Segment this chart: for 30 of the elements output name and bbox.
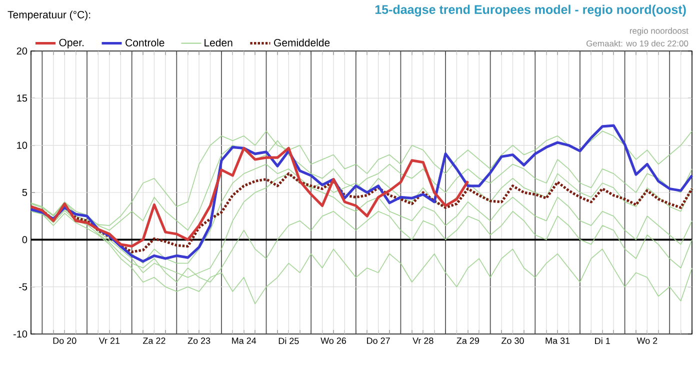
y-tick-label: 10 [17,142,28,149]
x-tick-label: Do 27 [367,338,390,344]
x-tick-label: Zo 30 [502,338,524,344]
y-tick-label: 5 [22,189,28,196]
legend-label: Controle [126,38,164,46]
y-tick-label: 20 [16,47,28,55]
x-tick-label: Zo 23 [188,338,210,344]
y-tick-label: 0 [22,236,28,244]
x-tick-label: Za 22 [143,338,166,344]
text: Gemaakt: wo 19 dec 22:00 [586,40,688,46]
x-tick-label: Ma 24 [232,338,256,344]
y-tick-label: 15 [17,94,28,102]
x-tick-label: Do 20 [53,338,76,344]
x-tick-label: Za 29 [456,338,480,344]
line-series [30,146,470,248]
x-tick-label: Ma 31 [546,338,570,344]
x-tick-label: Wo 26 [320,338,346,344]
x-tick-label: Wo 2 [636,338,658,344]
y-tick-label: -5 [19,283,28,290]
legend-label: Gemiddelde [274,38,330,46]
x-tick-label: Vr 28 [412,338,434,344]
legend-label: Leden [204,38,232,46]
x-tick-label: Di 1 [595,338,610,344]
chart-title: 15-daagse trend Europees model - regio noord(oost) [375,4,686,17]
text: regio noordoost [630,28,688,36]
y-axis-title: Temperatuur (°C): [8,10,90,20]
x-tick-label: Di 25 [278,338,299,344]
y-tick-label: -10 [13,330,28,338]
x-tick-label: Vr 21 [98,338,120,344]
legend-label: Oper. [59,38,84,48]
